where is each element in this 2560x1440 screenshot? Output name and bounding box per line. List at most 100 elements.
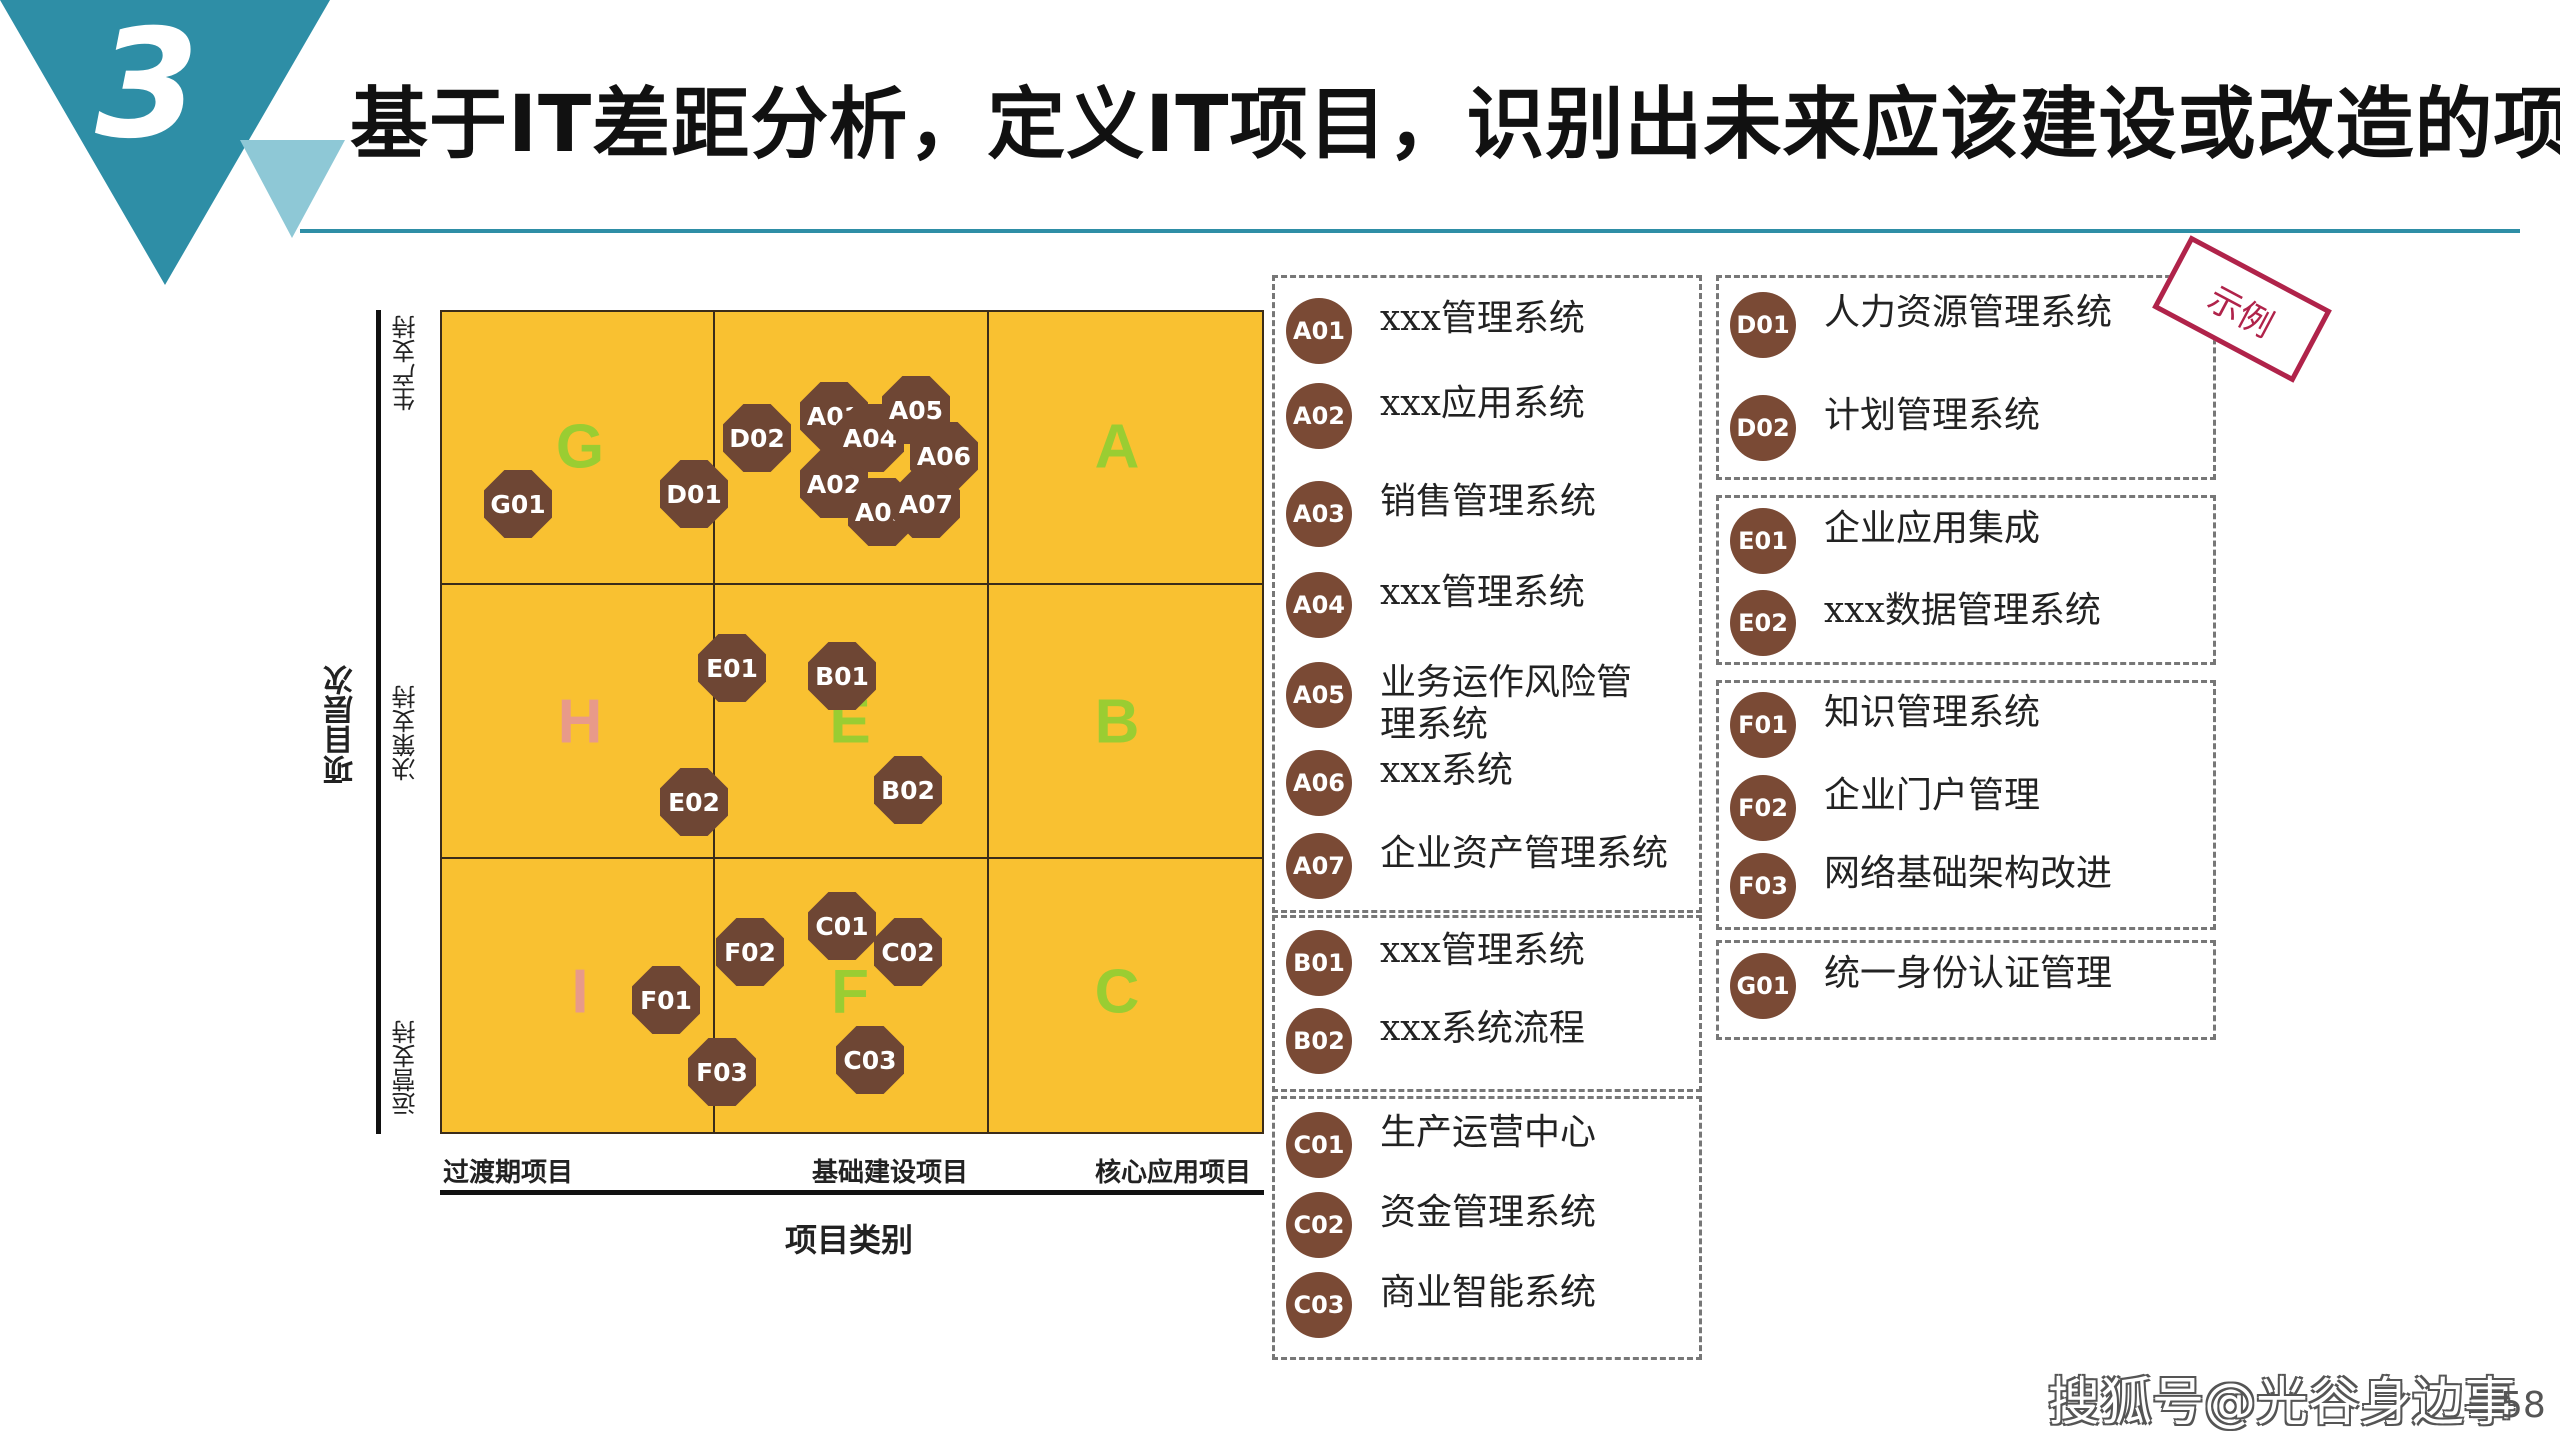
marker-b02: B02 [874, 756, 942, 824]
legend-code-badge: E01 [1730, 508, 1796, 574]
legend-code-badge: F03 [1730, 853, 1796, 919]
legend-code-badge: D01 [1730, 292, 1796, 358]
x-tick-transition: 过渡期项目 [443, 1158, 574, 1188]
cell-letter-g: G [555, 412, 605, 482]
legend-item-a05: A05 业务运作风险管理系统 [1286, 662, 1688, 746]
marker-c03: C03 [836, 1026, 904, 1094]
header-triangle-decoration [0, 0, 345, 285]
legend-label: 网络基础架构改进 [1824, 853, 2113, 894]
legend-code-badge: F02 [1730, 775, 1796, 841]
matrix-divider [713, 312, 715, 1132]
legend-code-badge: A03 [1286, 481, 1352, 547]
marker-d01: D01 [660, 460, 728, 528]
legend-label: 企业门户管理 [1824, 775, 2041, 816]
legend-group [1716, 680, 2216, 930]
marker-f01: F01 [632, 966, 700, 1034]
legend-item-c02: C02 资金管理系统 [1286, 1192, 1688, 1258]
legend-item-a04: A04 xxx管理系统 [1286, 572, 1688, 638]
cell-letter-a: A [1094, 412, 1140, 482]
project-matrix: GDAHEBIFC G01D01D02A01A02A03A04A05A06A07… [440, 310, 1264, 1134]
legend-code-badge: F01 [1730, 692, 1796, 758]
x-tick-infrastructure: 基础建设项目 [812, 1158, 969, 1188]
legend-group [1272, 1096, 1702, 1360]
y-tick-decision: 决策支持 [392, 685, 420, 781]
matrix-divider [442, 583, 1262, 585]
legend-item-f01: F01 知识管理系统 [1730, 692, 2202, 758]
legend-item-d02: D02 计划管理系统 [1730, 395, 2202, 461]
legend-code-badge: G01 [1730, 953, 1796, 1019]
watermark: 搜狐号@光谷身边事 [2048, 1373, 2517, 1433]
legend-label: 人力资源管理系统 [1824, 292, 2113, 333]
legend-group [1716, 495, 2216, 665]
legend-item-f02: F02 企业门户管理 [1730, 775, 2202, 841]
legend-label: 统一身份认证管理 [1824, 953, 2113, 994]
cell-letter-f: F [831, 957, 869, 1027]
legend-code-badge: A07 [1286, 833, 1352, 899]
legend-item-b02: B02 xxx系统流程 [1286, 1008, 1688, 1074]
legend-label: 企业资产管理系统 [1380, 833, 1669, 874]
legend-item-a01: A01 xxx管理系统 [1286, 298, 1688, 364]
legend-code-badge: A01 [1286, 298, 1352, 364]
legend-code-badge: B01 [1286, 930, 1352, 996]
legend-label: xxx管理系统 [1380, 298, 1585, 339]
legend-code-badge: C02 [1286, 1192, 1352, 1258]
legend-item-a02: A02 xxx应用系统 [1286, 383, 1688, 449]
legend-label: xxx系统流程 [1380, 1008, 1585, 1049]
legend-label: 企业应用集成 [1824, 508, 2041, 549]
legend-item-c01: C01 生产运营中心 [1286, 1112, 1688, 1178]
matrix-divider [442, 857, 1262, 859]
legend-group [1272, 915, 1702, 1092]
marker-b01: B01 [808, 642, 876, 710]
legend-code-badge: A04 [1286, 572, 1352, 638]
legend-label: xxx应用系统 [1380, 383, 1585, 424]
marker-e01: E01 [698, 634, 766, 702]
legend-label: 业务运作风险管理系统 [1380, 662, 1633, 745]
legend-item-e01: E01 企业应用集成 [1730, 508, 2202, 574]
marker-f02: F02 [716, 918, 784, 986]
legend-item-a07: A07 企业资产管理系统 [1286, 833, 1688, 899]
y-tick-operation: 运营支持 [392, 1020, 420, 1116]
legend-item-a06: A06 xxx系统 [1286, 750, 1688, 816]
x-tick-core-app: 核心应用项目 [1095, 1158, 1252, 1188]
matrix-divider [987, 312, 989, 1132]
legend-code-badge: D02 [1730, 395, 1796, 461]
legend-label: xxx系统 [1380, 750, 1513, 791]
marker-a03: A03 [848, 478, 916, 546]
section-number: 3 [95, 0, 200, 172]
legend-label: xxx数据管理系统 [1824, 590, 2101, 631]
marker-c01: C01 [808, 892, 876, 960]
marker-a04: A04 [836, 404, 904, 472]
legend-code-badge: E02 [1730, 590, 1796, 656]
y-axis-line [376, 310, 381, 1134]
legend-label: 知识管理系统 [1824, 692, 2041, 733]
legend-item-f03: F03 网络基础架构改进 [1730, 853, 2202, 919]
legend-group [1272, 275, 1702, 913]
legend-label: xxx管理系统 [1380, 930, 1585, 971]
legend-label: 生产运营中心 [1380, 1112, 1597, 1153]
marker-g01: G01 [484, 470, 552, 538]
marker-c02: C02 [874, 918, 942, 986]
legend-item-b01: B01 xxx管理系统 [1286, 930, 1688, 996]
legend-code-badge: C01 [1286, 1112, 1352, 1178]
legend-code-badge: A06 [1286, 750, 1352, 816]
legend-label: 销售管理系统 [1380, 481, 1597, 522]
legend-label: xxx管理系统 [1380, 572, 1585, 613]
cell-letter-b: B [1094, 687, 1140, 757]
legend-label: 资金管理系统 [1380, 1192, 1597, 1233]
x-axis-line [440, 1190, 1264, 1195]
legend-code-badge: C03 [1286, 1272, 1352, 1338]
cell-letter-c: C [1094, 957, 1140, 1027]
legend-code-badge: B02 [1286, 1008, 1352, 1074]
title-divider [300, 229, 2520, 233]
legend-group [1716, 940, 2216, 1040]
page-title: 基于IT差距分析，定义IT项目，识别出未来应该建设或改造的项目 [350, 80, 2560, 170]
x-axis-title: 项目类别 [785, 1221, 914, 1259]
legend-group [1716, 275, 2216, 480]
legend-item-d01: D01 人力资源管理系统 [1730, 292, 2202, 358]
legend-code-badge: A02 [1286, 383, 1352, 449]
cell-letter-i: I [571, 957, 589, 1027]
marker-e02: E02 [660, 768, 728, 836]
legend-item-g01: G01 统一身份认证管理 [1730, 953, 2202, 1019]
legend-code-badge: A05 [1286, 662, 1352, 728]
legend-item-a03: A03 销售管理系统 [1286, 481, 1688, 547]
